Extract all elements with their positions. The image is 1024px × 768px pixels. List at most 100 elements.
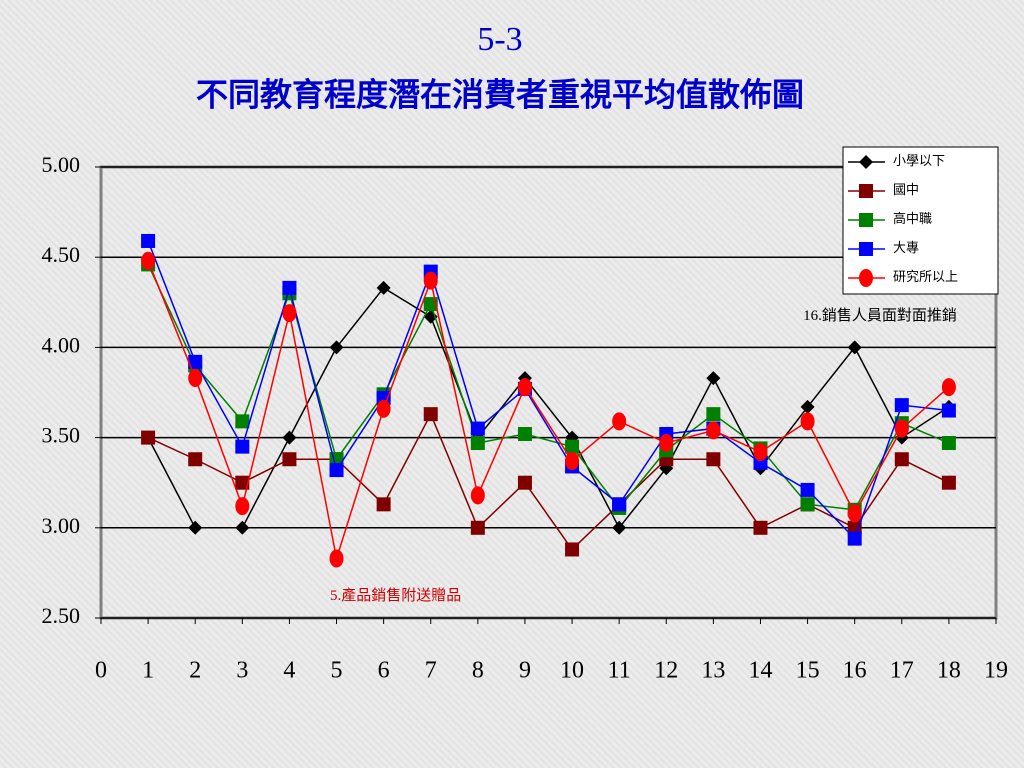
marker [423, 297, 438, 312]
marker [706, 407, 721, 422]
marker [941, 475, 956, 490]
marker [941, 403, 956, 418]
marker [282, 304, 297, 323]
y-tick-label: 3.00 [42, 513, 81, 538]
marker [282, 280, 297, 295]
x-tick-label: 0 [95, 658, 107, 684]
y-tick-label: 3.50 [42, 423, 81, 448]
x-tick-label: 17 [890, 658, 914, 684]
legend-marker [859, 155, 873, 169]
marker [847, 520, 862, 535]
marker [612, 412, 627, 431]
x-tick-label: 18 [937, 658, 961, 684]
x-tick-label: 19 [984, 658, 1008, 684]
x-tick-label: 14 [748, 658, 772, 684]
marker [329, 463, 344, 478]
series-line [147, 260, 950, 559]
series-line [147, 286, 950, 530]
x-tick-label: 6 [378, 658, 390, 684]
series-line [147, 412, 950, 551]
marker [706, 421, 721, 440]
x-tick-label: 7 [425, 658, 437, 684]
marker [800, 482, 815, 497]
marker [470, 520, 485, 535]
marker [706, 371, 721, 386]
marker [188, 452, 203, 467]
x-tick-label: 15 [796, 658, 820, 684]
x-tick-label: 11 [608, 658, 631, 684]
legend-marker [859, 269, 873, 287]
y-tick-label: 2.50 [42, 603, 81, 628]
marker [282, 430, 297, 445]
marker [235, 520, 250, 535]
marker [612, 497, 627, 512]
marker [565, 439, 580, 454]
marker [941, 378, 956, 397]
marker [847, 340, 862, 355]
marker [659, 434, 674, 453]
series-line [147, 240, 949, 541]
x-tick-label: 10 [560, 658, 584, 684]
marker [753, 520, 768, 535]
marker [565, 542, 580, 557]
y-tick-label: 4.00 [42, 332, 81, 357]
marker [423, 271, 438, 290]
x-tick-label: 16 [843, 658, 867, 684]
marker [800, 497, 815, 512]
marker [282, 452, 297, 467]
x-tick-label: 12 [654, 658, 678, 684]
marker [470, 436, 485, 451]
annotation: 5.產品銷售附送贈品 [330, 588, 462, 604]
marker [235, 414, 250, 429]
marker [470, 421, 485, 436]
marker [376, 280, 391, 295]
x-tick-label: 8 [472, 658, 484, 684]
marker [894, 398, 909, 413]
marker [376, 497, 391, 512]
x-tick-label: 2 [189, 658, 201, 684]
x-tick-label: 3 [236, 658, 248, 684]
marker [800, 412, 815, 431]
annotation: 16.銷售人員面對面推銷 [803, 308, 957, 324]
marker [376, 399, 391, 418]
legend-label: 大專 [893, 240, 919, 255]
legend-label: 研究所以上 [893, 269, 958, 284]
marker [141, 430, 156, 445]
marker [612, 520, 627, 535]
marker [517, 475, 532, 490]
legend-label: 高中職 [893, 211, 932, 226]
x-tick-label: 4 [283, 658, 295, 684]
marker [706, 452, 721, 467]
y-tick-label: 4.50 [42, 242, 81, 267]
legend-label: 國中 [893, 182, 919, 197]
marker [329, 549, 344, 568]
x-tick-label: 13 [701, 658, 725, 684]
marker [847, 504, 862, 523]
marker [941, 436, 956, 451]
marker [894, 419, 909, 438]
marker [188, 369, 203, 388]
legend-marker [859, 213, 873, 227]
x-tick-label: 9 [519, 658, 531, 684]
marker [517, 378, 532, 397]
marker [800, 399, 815, 414]
marker [188, 354, 203, 369]
marker [329, 340, 344, 355]
marker [894, 452, 909, 467]
x-tick-label: 5 [331, 658, 343, 684]
marker [235, 439, 250, 454]
marker [141, 233, 156, 248]
legend-label: 小學以下 [893, 153, 945, 168]
marker [517, 426, 532, 441]
marker [423, 407, 438, 422]
marker [235, 475, 250, 490]
y-tick-label: 5.00 [42, 152, 81, 177]
marker [753, 443, 768, 462]
marker [470, 486, 485, 505]
x-tick-label: 1 [142, 658, 154, 684]
marker [235, 497, 250, 516]
chart-subtitle: 不同教育程度潛在消費者重視平均值散佈圖 [196, 76, 804, 112]
marker [188, 520, 203, 535]
